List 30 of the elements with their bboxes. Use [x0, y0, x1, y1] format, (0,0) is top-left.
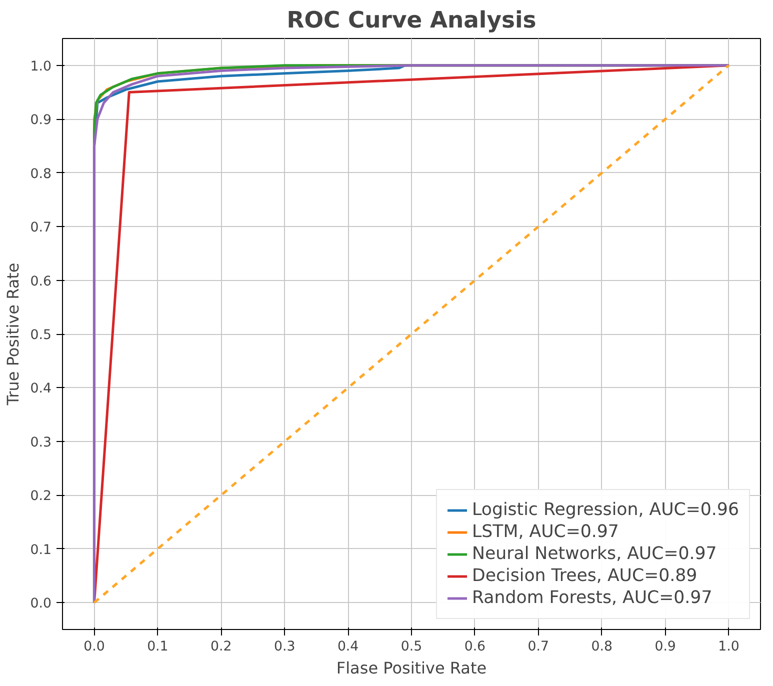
y-tick-label: 0.3 — [30, 435, 52, 450]
y-tick-label: 0.0 — [30, 596, 52, 612]
y-tick-label: 0.1 — [30, 542, 52, 558]
y-tick-label: 0.5 — [30, 328, 52, 343]
y-tick-label: 0.4 — [30, 382, 52, 397]
x-tick-label: 0.9 — [654, 640, 676, 654]
x-tick-label: 0.4 — [337, 640, 359, 654]
x-tick-label: 1.0 — [718, 640, 740, 654]
x-tick-label: 0.7 — [528, 640, 550, 654]
y-tick-label: 0.9 — [30, 113, 52, 128]
x-tick-label: 0.0 — [84, 640, 105, 654]
x-tick-label: 0.5 — [400, 640, 422, 654]
y-axis-title: True Positive Rate — [3, 262, 22, 406]
x-tick-label: 0.8 — [591, 640, 612, 654]
legend-label: LSTM, AUC=0.97 — [472, 522, 619, 542]
chart-title: ROC Curve Analysis — [286, 8, 536, 34]
y-tick-label: 1.0 — [30, 59, 52, 74]
y-tick-label: 0.7 — [30, 220, 52, 236]
legend-label: Logistic Regression, AUC=0.96 — [472, 500, 739, 520]
y-tick-label: 0.6 — [30, 274, 52, 290]
legend-label: Decision Trees, AUC=0.89 — [472, 566, 698, 586]
x-tick-label: 0.2 — [210, 640, 232, 654]
y-tick-label: 0.2 — [30, 489, 52, 504]
legend-label: Random Forests, AUC=0.97 — [472, 588, 712, 608]
x-tick-label: 0.1 — [147, 640, 168, 654]
x-tick-label: 0.3 — [274, 640, 296, 654]
y-tick-label: 0.8 — [30, 166, 52, 182]
x-axis-title: Flase Positive Rate — [336, 658, 487, 678]
x-tick-label: 0.6 — [464, 640, 486, 654]
legend-label: Neural Networks, AUC=0.97 — [472, 544, 717, 564]
